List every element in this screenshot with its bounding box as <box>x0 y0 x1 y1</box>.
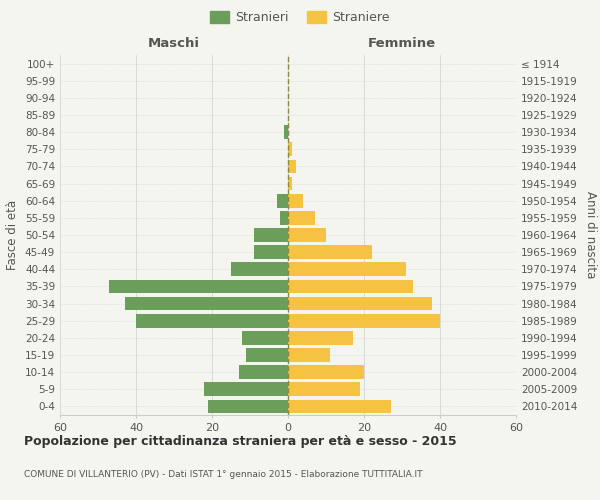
Bar <box>288 296 433 310</box>
Bar <box>109 280 288 293</box>
Bar <box>242 331 288 344</box>
Bar <box>280 211 288 224</box>
Bar <box>254 228 288 242</box>
Text: Maschi: Maschi <box>148 37 200 50</box>
Bar <box>284 126 288 139</box>
Bar <box>288 382 360 396</box>
Bar <box>205 382 288 396</box>
Bar <box>288 366 364 379</box>
Bar <box>288 246 371 259</box>
Text: Popolazione per cittadinanza straniera per età e sesso - 2015: Popolazione per cittadinanza straniera p… <box>24 435 457 448</box>
Bar <box>136 314 288 328</box>
Bar <box>231 262 288 276</box>
Bar <box>288 400 391 413</box>
Bar <box>239 366 288 379</box>
Bar <box>208 400 288 413</box>
Bar <box>288 160 296 173</box>
Bar <box>277 194 288 207</box>
Text: COMUNE DI VILLANTERIO (PV) - Dati ISTAT 1° gennaio 2015 - Elaborazione TUTTITALI: COMUNE DI VILLANTERIO (PV) - Dati ISTAT … <box>24 470 422 479</box>
Bar <box>246 348 288 362</box>
Bar <box>125 296 288 310</box>
Bar <box>288 262 406 276</box>
Bar <box>288 211 314 224</box>
Bar <box>288 331 353 344</box>
Bar <box>288 194 303 207</box>
Bar <box>288 176 292 190</box>
Bar <box>288 348 330 362</box>
Bar <box>288 228 326 242</box>
Bar <box>288 142 292 156</box>
Y-axis label: Fasce di età: Fasce di età <box>7 200 19 270</box>
Text: Femmine: Femmine <box>368 37 436 50</box>
Bar <box>288 280 413 293</box>
Legend: Stranieri, Straniere: Stranieri, Straniere <box>210 11 390 24</box>
Y-axis label: Anni di nascita: Anni di nascita <box>584 192 597 278</box>
Bar <box>288 314 440 328</box>
Bar <box>254 246 288 259</box>
